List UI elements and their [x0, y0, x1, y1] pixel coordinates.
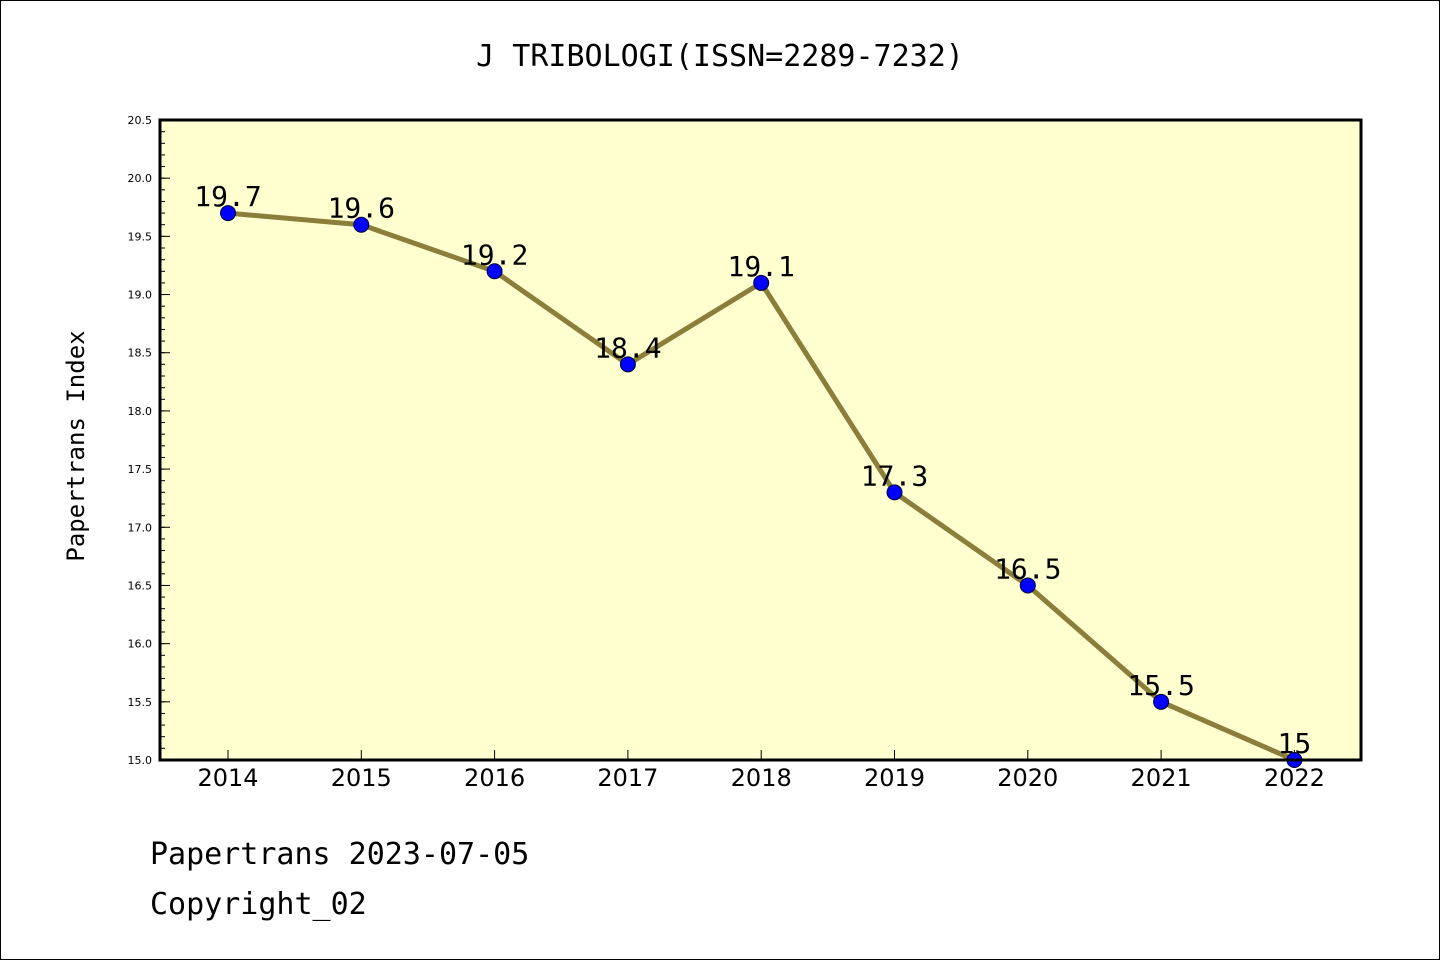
chart-title: J TRIBOLOGI(ISSN=2289-7232) [476, 39, 964, 74]
plot-border [158, 118, 1363, 762]
data-label: 18.4 [594, 331, 661, 364]
x-tick-label: 2022 [1264, 764, 1325, 792]
data-label: 19.2 [461, 238, 528, 271]
data-point [886, 484, 903, 501]
y-tick-label: 20.5 [128, 114, 153, 127]
y-axis-ticks: 15.0 15.5 16.0 16.5 17.0 17.5 18.0 18.5 19.0 19.5… [128, 114, 170, 767]
y-tick-label: 19.5 [128, 230, 153, 243]
footer-copyright: Copyright_02 [150, 887, 367, 922]
data-label: 17.3 [861, 459, 928, 492]
y-tick-label: 20.0 [128, 172, 153, 185]
y-tick-label: 19.0 [128, 289, 153, 302]
data-label: 15 [1278, 727, 1312, 760]
series-markers [220, 205, 1303, 768]
data-point [753, 274, 770, 291]
data-label: 19.1 [727, 250, 794, 283]
data-point [619, 356, 636, 373]
y-tick-label: 17.0 [128, 521, 153, 534]
data-labels: 19.7 19.6 19.2 18.4 19.1 17.3 16.5 15.5 15 [194, 180, 1311, 760]
x-tick-label: 2016 [464, 764, 525, 792]
data-point [220, 205, 236, 222]
y-axis-label: Papertrans Index [62, 330, 90, 561]
y-tick-label: 15.0 [128, 754, 153, 767]
data-label: 19.6 [328, 192, 395, 225]
y-tick-label: 18.5 [128, 347, 153, 360]
data-label: 19.7 [194, 180, 261, 213]
y-tick-label: 16.0 [128, 638, 153, 651]
data-label: 15.5 [1127, 669, 1194, 702]
data-point [1019, 577, 1036, 594]
x-tick-label: 2019 [864, 764, 925, 792]
data-point [353, 216, 370, 233]
x-tick-label: 2015 [331, 764, 392, 792]
x-tick-label: 2020 [997, 764, 1058, 792]
y-tick-label: 18.0 [128, 405, 153, 418]
x-tick-label: 2021 [1131, 764, 1192, 792]
y-tick-label: 16.5 [128, 579, 153, 592]
x-tick-label: 2017 [597, 764, 658, 792]
data-label: 16.5 [994, 552, 1061, 585]
x-axis-ticks: 2014 2015 2016 2017 2018 2019 2020 2021 2022 [197, 750, 1325, 792]
y-tick-label: 15.5 [128, 696, 153, 709]
data-point [486, 263, 503, 280]
y-tick-label: 17.5 [128, 463, 153, 476]
footer-date: Papertrans 2023-07-05 [150, 837, 529, 872]
x-tick-label: 2018 [731, 764, 792, 792]
x-tick-label: 2014 [197, 764, 258, 792]
data-point [1153, 693, 1170, 710]
